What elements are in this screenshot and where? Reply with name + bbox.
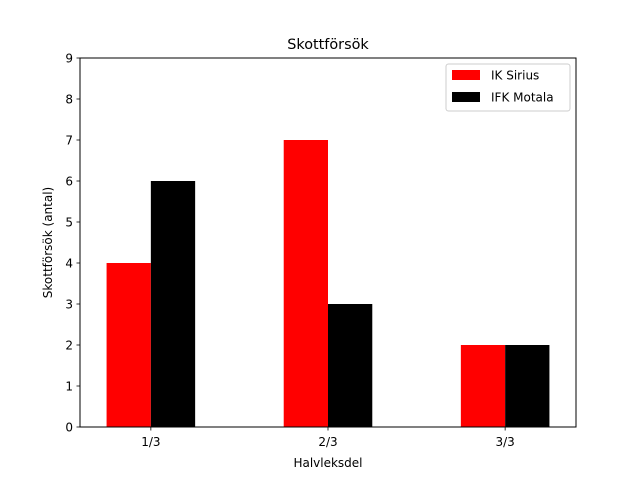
legend-swatch-0 [452, 70, 480, 80]
y-axis-label: Skottförsök (antal) [41, 187, 55, 298]
legend-label-1: IFK Motala [491, 91, 554, 105]
legend-swatch-1 [452, 92, 480, 102]
y-tick-label-9: 9 [65, 51, 73, 65]
chart-title: Skottförsök [287, 37, 369, 53]
x-tick-label-1: 2/3 [318, 435, 337, 449]
x-axis-label: Halvleksdel [293, 456, 362, 470]
y-tick-label-6: 6 [65, 174, 73, 188]
y-tick-label-8: 8 [65, 92, 73, 106]
bars-layer [106, 140, 550, 427]
y-tick-label-1: 1 [65, 379, 73, 393]
y-tick-label-3: 3 [65, 297, 73, 311]
y-axis: 0 1 2 3 4 5 6 7 8 9 [65, 51, 80, 434]
bar-series-0-category-0 [106, 263, 151, 427]
bar-series-1-category-1 [328, 304, 373, 427]
legend-label-0: IK Sirius [491, 69, 539, 83]
bar-series-0-category-2 [460, 345, 506, 427]
legend: IK Sirius IFK Motala [445, 63, 571, 112]
bar-series-0-category-1 [283, 140, 328, 427]
bar-series-1-category-0 [150, 181, 196, 427]
y-tick-label-4: 4 [65, 256, 73, 270]
y-tick-label-0: 0 [65, 420, 73, 434]
x-tick-label-0: 1/3 [141, 435, 160, 449]
x-tick-label-2: 3/3 [495, 435, 514, 449]
y-tick-label-2: 2 [65, 338, 73, 352]
y-tick-label-7: 7 [65, 133, 73, 147]
y-tick-label-5: 5 [65, 215, 73, 229]
x-axis: 1/3 2/3 3/3 [141, 427, 515, 449]
bar-series-1-category-2 [505, 345, 550, 427]
